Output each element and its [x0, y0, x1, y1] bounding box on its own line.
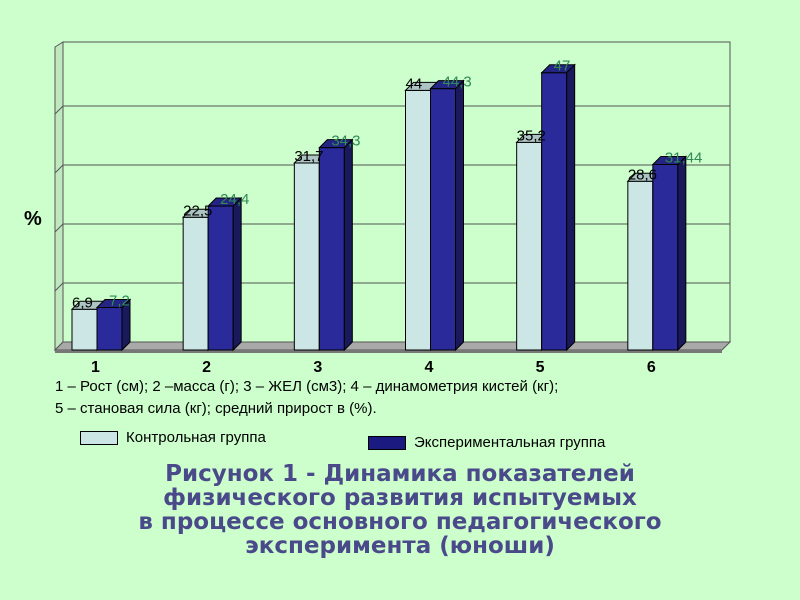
x-tick-label-4: 4: [425, 359, 434, 376]
y-axis-label: %: [24, 208, 42, 230]
data-label-experimental-1: 7,2: [109, 293, 130, 310]
bar-side-1: [121, 298, 131, 352]
chart-caption: 1 – Рост (см); 2 –масса (г); 3 – ЖЕЛ (см…: [55, 376, 775, 420]
data-label-experimental-6: 31,44: [665, 150, 703, 167]
data-label-experimental-4: 44,3: [443, 74, 472, 91]
bar-control-3: [293, 162, 320, 351]
x-tick-label-6: 6: [647, 359, 656, 376]
chart-labels: 6,9 7,2 1 22,5 24,4 2 31,7 34,3 3 44 44,3 4 35,2 47 5 2…: [72, 58, 702, 376]
figure-title-line-4: эксперимента (юноши): [245, 533, 555, 559]
legend-experimental: Экспериментальная группа: [368, 434, 605, 451]
data-label-control-2: 22,5: [183, 202, 212, 219]
x-tick-label-5: 5: [536, 359, 545, 376]
bar-experimental-1: [96, 307, 123, 351]
chart-back-wall: [62, 41, 731, 343]
gridline-side: [54, 223, 64, 233]
bar-experimental-4: [430, 88, 456, 351]
chart-bars: [70, 63, 688, 352]
bar-control-2: [182, 216, 209, 351]
figure-title-line-1: Рисунок 1 - Динамика показателей: [165, 461, 635, 487]
gridline-side: [54, 282, 64, 292]
data-label-control-1: 6,9: [72, 294, 93, 311]
data-label-experimental-2: 24,4: [220, 191, 249, 208]
bar-experimental-6: [652, 164, 679, 351]
figure-title-line-2: физического развития испытуемых: [163, 485, 637, 511]
legend-label-experimental: Экспериментальная группа: [414, 434, 606, 451]
legend-swatch-control: [80, 430, 118, 445]
caption-line-1: 1 – Рост (см); 2 –масса (г); 3 – ЖЕЛ (см…: [55, 378, 559, 395]
bar-side-5: [566, 63, 576, 352]
chart-floor-edge: [55, 350, 722, 353]
bar-side-6: [677, 155, 687, 352]
x-tick-label-3: 3: [313, 359, 322, 376]
bar-control-4: [405, 89, 431, 351]
bar-experimental-3: [318, 147, 345, 351]
bar-experimental-5: [541, 72, 568, 351]
bar-side-2: [232, 196, 242, 352]
x-tick-label-1: 1: [91, 359, 100, 376]
x-tick-label-2: 2: [202, 359, 211, 376]
caption-line-2: 5 – становая сила (кг); средний прирост …: [55, 400, 377, 417]
data-label-control-6: 28,6: [628, 166, 657, 183]
figure-title-line-3: в процессе основного педагогического: [138, 509, 662, 535]
bar-experimental-2: [207, 205, 234, 351]
data-label-control-4: 44: [406, 75, 423, 92]
figure-title: Рисунок 1 - Динамика показателей физичес…: [0, 462, 800, 558]
legend-swatch-experimental: [368, 435, 406, 450]
chart-side-wall: [54, 41, 64, 352]
data-label-control-3: 31,7: [294, 148, 323, 165]
bar-control-5: [516, 141, 543, 351]
bar-side-4: [455, 79, 464, 352]
gridline-side: [54, 164, 64, 174]
bar-side-3: [343, 138, 353, 352]
data-label-control-5: 35,2: [517, 127, 546, 144]
legend-control: Контрольная группа: [80, 429, 266, 446]
chart-grid: [53, 41, 732, 353]
gridline-side: [54, 105, 64, 115]
data-label-experimental-5: 47: [554, 58, 571, 75]
bar-control-1: [71, 308, 98, 351]
legend-label-control: Контрольная группа: [126, 429, 266, 446]
bar-control-6: [627, 180, 654, 351]
data-label-experimental-3: 34,3: [331, 133, 360, 150]
